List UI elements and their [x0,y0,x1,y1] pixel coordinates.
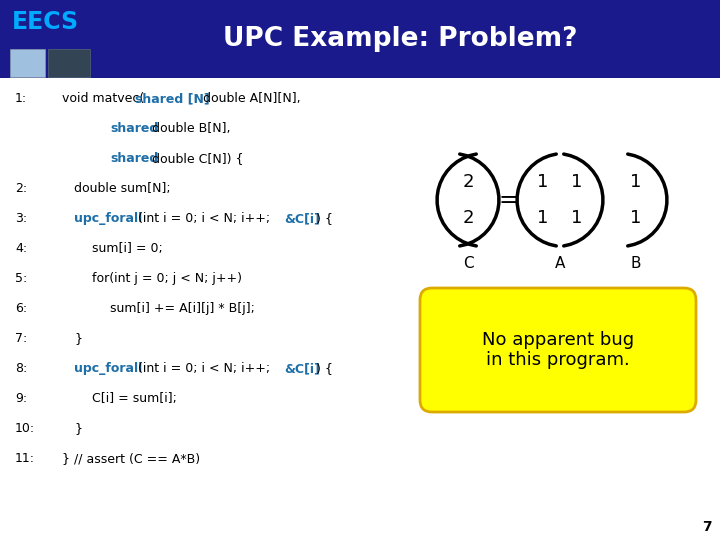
Text: double C[N]) {: double C[N]) { [148,152,244,165]
Text: 4:: 4: [15,242,27,255]
Text: }: } [74,422,82,435]
Text: 1:: 1: [15,92,27,105]
Text: C[i] = sum[i];: C[i] = sum[i]; [92,392,177,405]
Text: B: B [631,255,642,271]
Bar [48,49,90,77]
Text: 1: 1 [537,173,549,191]
Text: 1: 1 [571,173,582,191]
Text: No apparent bug
in this program.: No apparent bug in this program. [482,330,634,369]
Bar [10,49,45,77]
Text: double B[N],: double B[N], [148,122,231,135]
Text: 2: 2 [462,173,474,191]
Bar [0,0,720,78]
Text: &C[i]: &C[i] [284,212,320,225]
Text: 2: 2 [462,209,474,227]
Text: shared: shared [110,122,158,135]
Text: sum[i] = 0;: sum[i] = 0; [92,242,163,255]
Text: } // assert (C == A*B): } // assert (C == A*B) [62,452,200,465]
Text: shared: shared [110,152,158,165]
Text: (int i = 0; i < N; i++;: (int i = 0; i < N; i++; [138,212,274,225]
Text: void matvec(: void matvec( [62,92,144,105]
Text: 5:: 5: [15,272,27,285]
Text: }: } [74,332,82,345]
Text: 6:: 6: [15,302,27,315]
Text: &C[i]: &C[i] [284,362,320,375]
Text: double sum[N];: double sum[N]; [74,182,171,195]
Text: sum[i] += A[i][j] * B[j];: sum[i] += A[i][j] * B[j]; [110,302,255,315]
Text: upc_forall: upc_forall [74,362,143,375]
Text: 8:: 8: [15,362,27,375]
Text: 7:: 7: [15,332,27,345]
Text: 3:: 3: [15,212,27,225]
Text: 11:: 11: [15,452,35,465]
Text: upc_forall: upc_forall [74,212,143,225]
Text: ) {: ) { [317,212,333,225]
Text: UPC Example: Problem?: UPC Example: Problem? [222,26,577,52]
Text: 1: 1 [630,209,642,227]
Text: 1: 1 [537,209,549,227]
Text: 2:: 2: [15,182,27,195]
Text: double A[N][N],: double A[N][N], [199,92,301,105]
Text: =: = [498,188,518,212]
Text: 7: 7 [703,520,712,534]
FancyBboxPatch shape [420,288,696,412]
Text: for(int j = 0; j < N; j++): for(int j = 0; j < N; j++) [92,272,242,285]
Text: 10:: 10: [15,422,35,435]
Text: shared [N]: shared [N] [135,92,210,105]
Text: (int i = 0; i < N; i++;: (int i = 0; i < N; i++; [138,362,274,375]
Text: ) {: ) { [317,362,333,375]
Text: A: A [555,255,565,271]
Text: 9:: 9: [15,392,27,405]
Text: EECS: EECS [12,10,79,34]
Text: 1: 1 [630,173,642,191]
Text: C: C [463,255,473,271]
Text: 1: 1 [571,209,582,227]
